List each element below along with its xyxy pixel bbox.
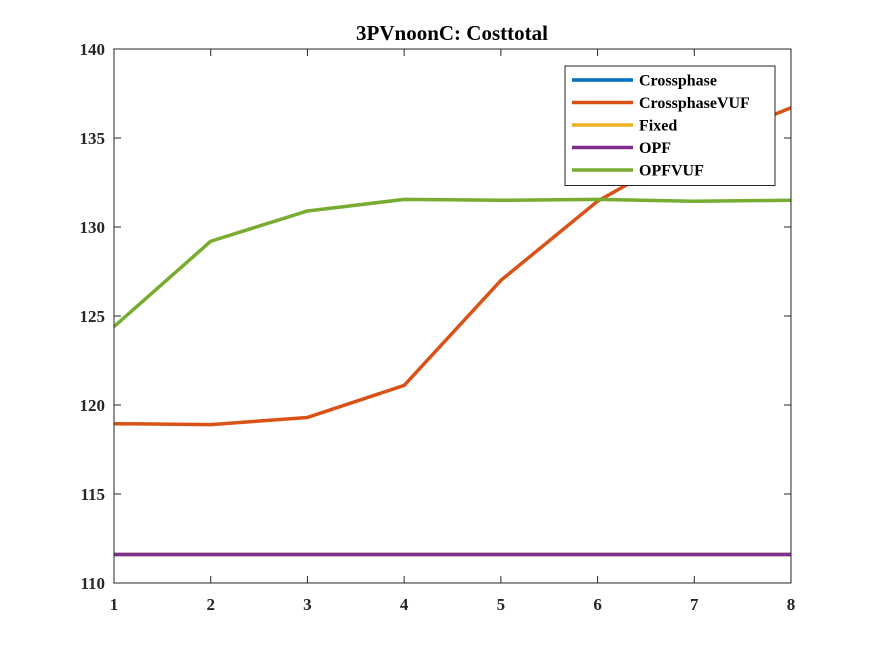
- legend-entry: CrossphaseVUF: [639, 95, 750, 112]
- legend-entry: OPF: [639, 140, 671, 157]
- x-tick-label: 6: [593, 595, 602, 614]
- y-tick-label: 125: [80, 307, 106, 326]
- y-tick-label: 110: [80, 574, 105, 593]
- x-tick-label: 7: [690, 595, 699, 614]
- y-tick-label: 115: [80, 485, 105, 504]
- y-tick-label: 135: [80, 129, 106, 148]
- chart-title: 3PVnoonC: Costtotal: [356, 21, 548, 45]
- y-tick-label: 120: [80, 396, 106, 415]
- x-tick-label: 5: [497, 595, 506, 614]
- y-tick-label: 130: [80, 218, 106, 237]
- x-tick-label: 2: [206, 595, 215, 614]
- x-tick-label: 1: [110, 595, 119, 614]
- axis-ticks: 1 2 3 4 5 6 7 8 110 115 120 125 130 135 140: [80, 40, 796, 614]
- legend-entry: Fixed: [639, 118, 677, 135]
- legend: Crossphase CrossphaseVUF Fixed OPF OPFVUF: [564, 65, 776, 186]
- x-tick-label: 8: [787, 595, 796, 614]
- x-tick-label: 3: [303, 595, 312, 614]
- x-tick-label: 4: [400, 595, 409, 614]
- legend-entry: OPFVUF: [639, 163, 704, 180]
- y-tick-label: 140: [80, 40, 106, 59]
- series-line-opfvuf: [112, 197, 792, 328]
- legend-entry: Crossphase: [639, 73, 717, 90]
